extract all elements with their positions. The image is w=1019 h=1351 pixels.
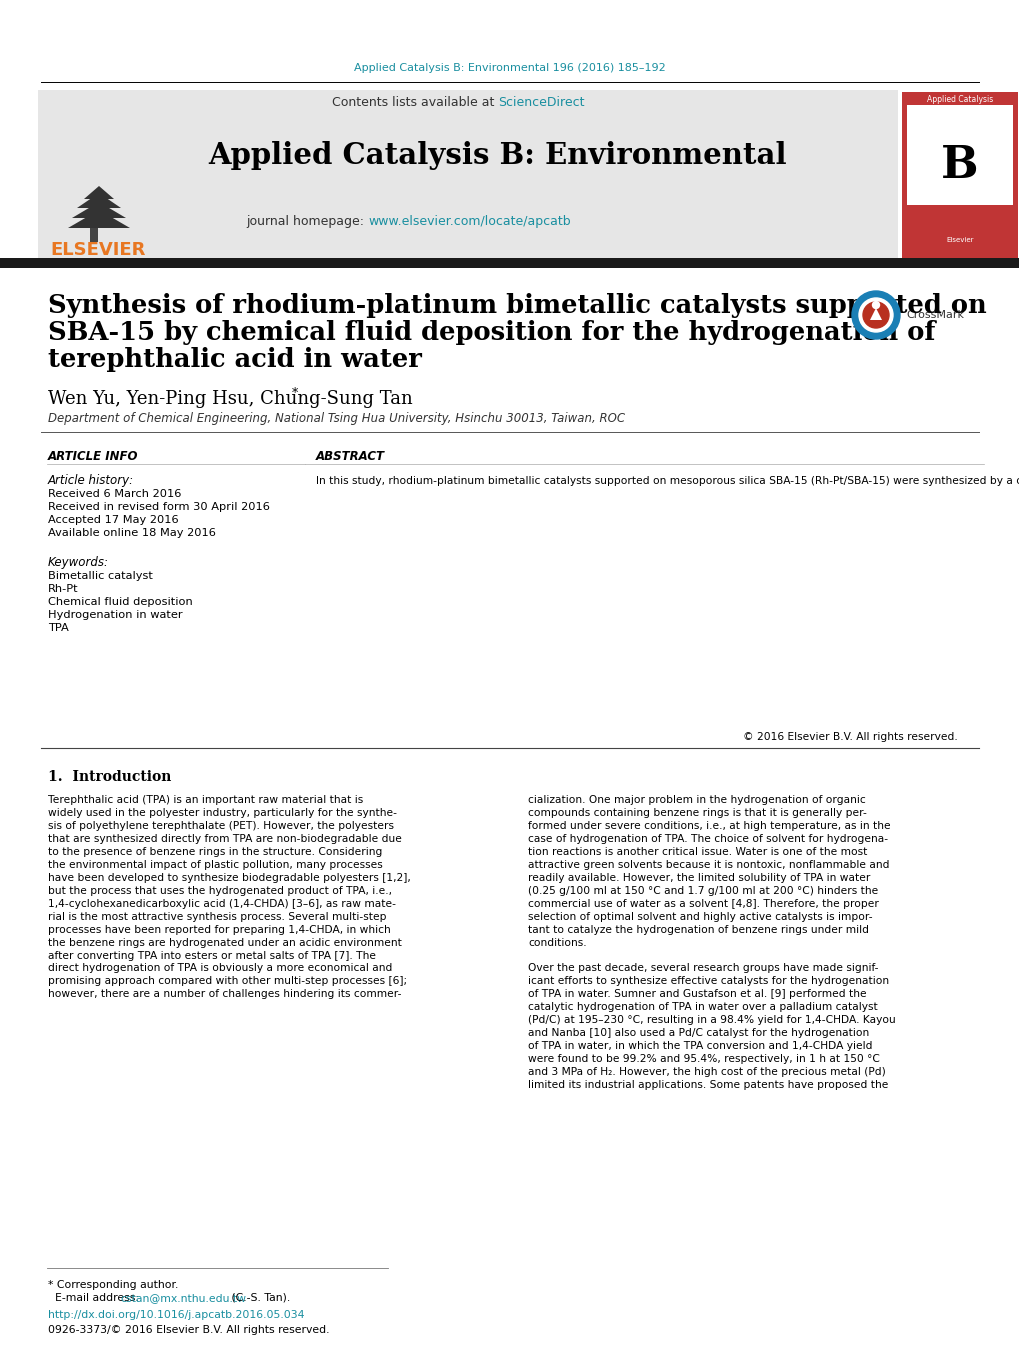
Bar — [901, 92, 1017, 258]
Circle shape — [871, 301, 878, 308]
Text: http://dx.doi.org/10.1016/j.apcatb.2016.05.034: http://dx.doi.org/10.1016/j.apcatb.2016.… — [48, 1310, 305, 1320]
Text: Applied Catalysis B: Environmental 196 (2016) 185–192: Applied Catalysis B: Environmental 196 (… — [354, 63, 665, 73]
Text: Available online 18 May 2016: Available online 18 May 2016 — [48, 528, 216, 538]
Text: Applied Catalysis: Applied Catalysis — [926, 96, 993, 104]
Text: cstan@mx.nthu.edu.tw: cstan@mx.nthu.edu.tw — [120, 1293, 246, 1302]
Text: Keywords:: Keywords: — [48, 557, 109, 569]
Text: ARTICLE INFO: ARTICLE INFO — [48, 450, 139, 463]
Text: Received in revised form 30 April 2016: Received in revised form 30 April 2016 — [48, 503, 270, 512]
Bar — [38, 91, 897, 258]
Text: Wen Yu, Yen-Ping Hsu, Chung-Sung Tan: Wen Yu, Yen-Ping Hsu, Chung-Sung Tan — [48, 390, 413, 408]
Text: Applied Catalysis B: Environmental: Applied Catalysis B: Environmental — [209, 141, 787, 169]
Text: B: B — [941, 143, 978, 186]
Bar — [0, 258, 1019, 267]
Text: B: ENVIRONMENTAL: B: ENVIRONMENTAL — [924, 105, 994, 112]
Text: ScienceDirect: ScienceDirect — [497, 96, 584, 108]
Text: Bimetallic catalyst: Bimetallic catalyst — [48, 571, 153, 581]
Text: * Corresponding author.: * Corresponding author. — [48, 1279, 178, 1290]
Polygon shape — [68, 209, 129, 228]
Text: Article history:: Article history: — [48, 474, 133, 486]
Text: In this study, rhodium-platinum bimetallic catalysts supported on mesoporous sil: In this study, rhodium-platinum bimetall… — [316, 476, 1019, 486]
Text: CrossMark: CrossMark — [905, 309, 963, 320]
Text: Department of Chemical Engineering, National Tsing Hua University, Hsinchu 30013: Department of Chemical Engineering, Nati… — [48, 412, 625, 426]
Text: Chemical fluid deposition: Chemical fluid deposition — [48, 597, 193, 607]
Text: Contents lists available at: Contents lists available at — [331, 96, 497, 108]
Bar — [90, 224, 98, 242]
Text: Elsevier: Elsevier — [946, 236, 973, 243]
Text: Terephthalic acid (TPA) is an important raw material that is
widely used in the : Terephthalic acid (TPA) is an important … — [48, 794, 411, 1000]
Circle shape — [851, 290, 899, 339]
Bar — [906, 105, 1012, 205]
Polygon shape — [72, 203, 126, 218]
Circle shape — [858, 299, 892, 332]
Polygon shape — [76, 193, 121, 208]
Text: www.elsevier.com/locate/apcatb: www.elsevier.com/locate/apcatb — [368, 216, 570, 228]
Polygon shape — [84, 186, 114, 199]
Text: cialization. One major problem in the hydrogenation of organic
compounds contain: cialization. One major problem in the hy… — [528, 794, 895, 1090]
Text: 1.  Introduction: 1. Introduction — [48, 770, 171, 784]
Text: ELSEVIER: ELSEVIER — [50, 240, 146, 259]
Text: Accepted 17 May 2016: Accepted 17 May 2016 — [48, 515, 178, 526]
Text: terephthalic acid in water: terephthalic acid in water — [48, 347, 422, 372]
Polygon shape — [869, 308, 881, 320]
Text: 0926-3373/© 2016 Elsevier B.V. All rights reserved.: 0926-3373/© 2016 Elsevier B.V. All right… — [48, 1325, 329, 1335]
Text: ABSTRACT: ABSTRACT — [316, 450, 384, 463]
Text: journal homepage:: journal homepage: — [246, 216, 368, 228]
Text: Received 6 March 2016: Received 6 March 2016 — [48, 489, 181, 499]
Text: SBA-15 by chemical fluid deposition for the hydrogenation of: SBA-15 by chemical fluid deposition for … — [48, 320, 934, 345]
Text: TPA: TPA — [48, 623, 68, 634]
Text: Hydrogenation in water: Hydrogenation in water — [48, 611, 182, 620]
Text: Synthesis of rhodium-platinum bimetallic catalysts supported on: Synthesis of rhodium-platinum bimetallic… — [48, 293, 985, 317]
Circle shape — [862, 303, 889, 328]
Text: Rh-Pt: Rh-Pt — [48, 584, 78, 594]
Text: E-mail address:: E-mail address: — [48, 1293, 143, 1302]
Text: *: * — [291, 386, 298, 400]
Text: (C.-S. Tan).: (C.-S. Tan). — [228, 1293, 290, 1302]
Text: © 2016 Elsevier B.V. All rights reserved.: © 2016 Elsevier B.V. All rights reserved… — [743, 732, 957, 742]
